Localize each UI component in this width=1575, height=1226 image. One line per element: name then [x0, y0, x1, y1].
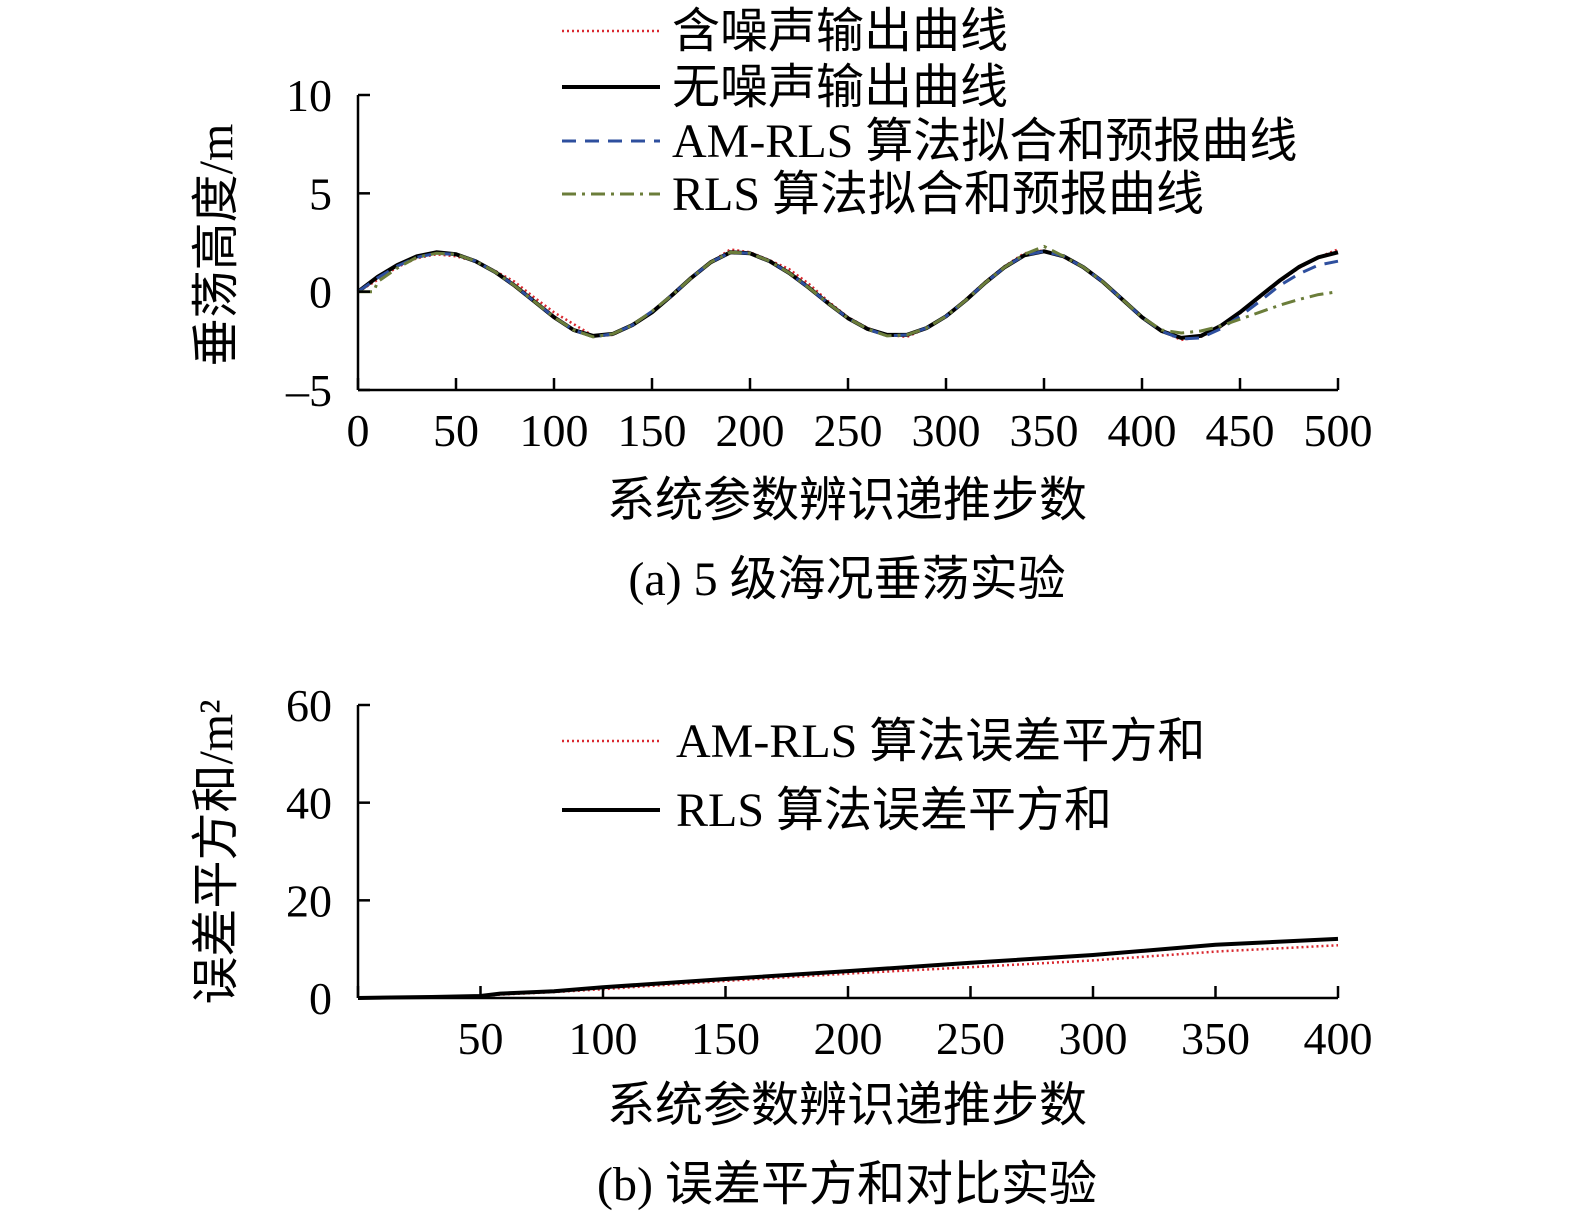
- legend-label-rls-fit: RLS 算法拟合和预报曲线: [672, 168, 1204, 221]
- chart-a-x-axis-label: 系统参数辨识递推步数: [607, 474, 1087, 527]
- chart-a-heave-experiment: 含噪声输出曲线 无噪声输出曲线 AM-RLS 算法拟合和预报曲线 RLS 算法拟…: [190, 5, 1373, 606]
- x-tick-label: 400: [1304, 1013, 1373, 1064]
- chart-a-legend: 含噪声输出曲线 无噪声输出曲线 AM-RLS 算法拟合和预报曲线 RLS 算法拟…: [562, 5, 1297, 221]
- y-tick-label: 5: [309, 168, 332, 219]
- chart-a-y-axis-label: 垂荡高度/m: [190, 124, 243, 367]
- y-tick-label: 60: [286, 680, 332, 731]
- y-tick-label: 20: [286, 875, 332, 926]
- x-tick-label: 150: [691, 1013, 760, 1064]
- legend-label-clean-output: 无噪声输出曲线: [672, 61, 1008, 114]
- chart-a-axes: 0 50 100 150 200 250 300 350 400 450 500 –5 0 5 10: [285, 70, 1373, 456]
- x-tick-label: 350: [1010, 405, 1079, 456]
- x-tick-label: 100: [569, 1013, 638, 1064]
- chart-b-error-comparison: AM-RLS 算法误差平方和 RLS 算法误差平方和 50 100 150 200 25…: [190, 680, 1373, 1211]
- chart-b-x-axis-label: 系统参数辨识递推步数: [607, 1079, 1087, 1132]
- x-tick-label: 250: [936, 1013, 1005, 1064]
- chart-b-axes: 50 100 150 200 250 300 350 400 0 20 40 60: [286, 680, 1373, 1064]
- x-tick-label: 50: [458, 1013, 504, 1064]
- chart-b-y-axis-label: 误差平方和/m²: [190, 699, 243, 1004]
- legend-label-rls-error: RLS 算法误差平方和: [676, 784, 1112, 837]
- y-tick-label: 0: [309, 267, 332, 318]
- series-line-3: [357, 249, 1339, 341]
- x-tick-label: 50: [433, 405, 479, 456]
- x-tick-label: 450: [1206, 405, 1275, 456]
- chart-a-plot-area: [356, 244, 1339, 342]
- chart-a-caption: (a) 5 级海况垂荡实验: [628, 553, 1065, 606]
- x-tick-label: 150: [618, 405, 687, 456]
- y-tick-label: 0: [309, 973, 332, 1024]
- y-tick-label: –5: [285, 365, 332, 416]
- chart-b-legend: AM-RLS 算法误差平方和 RLS 算法误差平方和: [562, 715, 1205, 837]
- series-line-2: [357, 936, 1339, 1000]
- x-tick-label: 200: [716, 405, 785, 456]
- y-tick-label: 10: [286, 70, 332, 121]
- y-tick-label: 40: [286, 778, 332, 829]
- legend-label-am-rls-fit: AM-RLS 算法拟合和预报曲线: [672, 115, 1297, 168]
- x-tick-label: 400: [1108, 405, 1177, 456]
- x-tick-label: 0: [347, 405, 370, 456]
- x-tick-label: 300: [1059, 1013, 1128, 1064]
- x-tick-label: 500: [1304, 405, 1373, 456]
- x-tick-label: 200: [814, 1013, 883, 1064]
- legend-label-noisy-output: 含噪声输出曲线: [672, 5, 1008, 58]
- x-tick-label: 300: [912, 405, 981, 456]
- x-tick-label: 250: [814, 405, 883, 456]
- series-line-1: [357, 248, 1339, 342]
- series-line-2: [356, 249, 1339, 340]
- x-tick-label: 100: [520, 405, 589, 456]
- chart-b-caption: (b) 误差平方和对比实验: [597, 1158, 1097, 1211]
- series-line-4: [358, 244, 1339, 339]
- x-tick-label: 350: [1181, 1013, 1250, 1064]
- chart-b-plot-area: [357, 936, 1339, 1000]
- legend-label-am-rls-error: AM-RLS 算法误差平方和: [676, 715, 1205, 768]
